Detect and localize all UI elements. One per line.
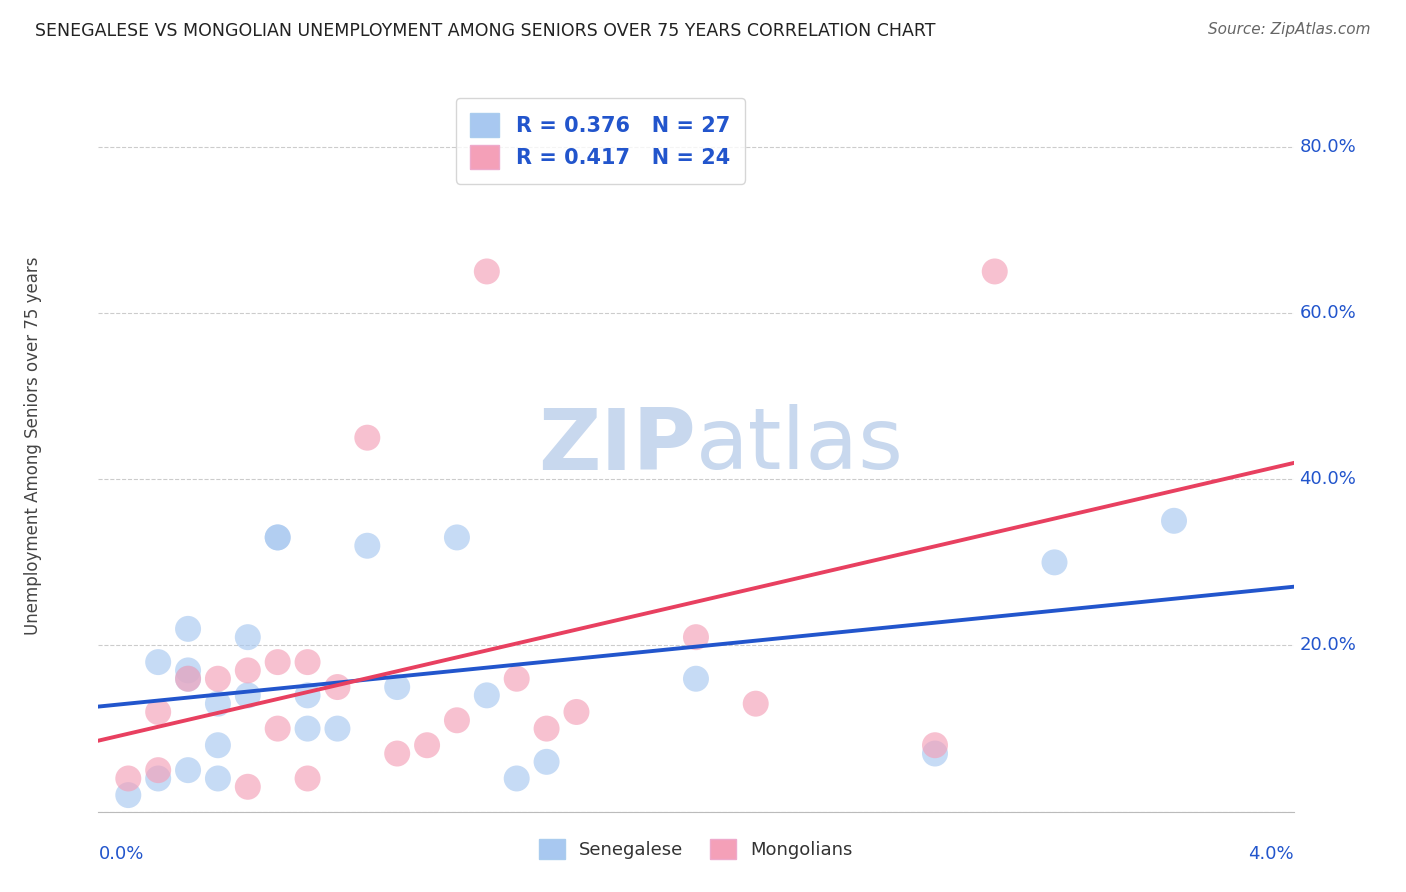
- Text: Unemployment Among Seniors over 75 years: Unemployment Among Seniors over 75 years: [24, 257, 42, 635]
- Point: [236, 630, 259, 644]
- Text: ZIP: ZIP: [538, 404, 696, 488]
- Point: [297, 772, 319, 786]
- Point: [506, 772, 529, 786]
- Point: [267, 530, 290, 544]
- Point: [685, 630, 707, 644]
- Point: [207, 738, 229, 752]
- Point: [536, 722, 558, 736]
- Point: [267, 530, 290, 544]
- Point: [356, 431, 378, 445]
- Point: [267, 655, 290, 669]
- Text: 4.0%: 4.0%: [1249, 845, 1294, 863]
- Point: [177, 664, 200, 678]
- Point: [506, 672, 529, 686]
- Point: [446, 714, 468, 728]
- Text: 40.0%: 40.0%: [1299, 470, 1357, 488]
- Point: [326, 680, 349, 694]
- Point: [326, 722, 349, 736]
- Point: [446, 530, 468, 544]
- Point: [207, 672, 229, 686]
- Point: [297, 689, 319, 703]
- Point: [297, 655, 319, 669]
- Point: [236, 780, 259, 794]
- Point: [685, 672, 707, 686]
- Text: 60.0%: 60.0%: [1299, 304, 1357, 322]
- Point: [236, 689, 259, 703]
- Point: [924, 738, 946, 752]
- Point: [177, 622, 200, 636]
- Point: [148, 655, 170, 669]
- Point: [177, 672, 200, 686]
- Point: [148, 763, 170, 777]
- Point: [177, 763, 200, 777]
- Point: [356, 539, 378, 553]
- Point: [416, 738, 439, 752]
- Point: [385, 680, 409, 694]
- Point: [385, 747, 409, 761]
- Legend: Senegalese, Mongolians: Senegalese, Mongolians: [530, 830, 862, 869]
- Point: [148, 772, 170, 786]
- Point: [148, 705, 170, 719]
- Point: [177, 672, 200, 686]
- Point: [117, 772, 139, 786]
- Point: [267, 722, 290, 736]
- Point: [565, 705, 588, 719]
- Point: [983, 264, 1005, 278]
- Text: 20.0%: 20.0%: [1299, 637, 1357, 655]
- Point: [536, 755, 558, 769]
- Text: atlas: atlas: [696, 404, 904, 488]
- Point: [1163, 514, 1185, 528]
- Point: [1043, 555, 1066, 569]
- Text: 80.0%: 80.0%: [1299, 137, 1357, 156]
- Point: [297, 722, 319, 736]
- Point: [117, 788, 139, 802]
- Text: Source: ZipAtlas.com: Source: ZipAtlas.com: [1208, 22, 1371, 37]
- Point: [236, 664, 259, 678]
- Point: [924, 747, 946, 761]
- Point: [207, 772, 229, 786]
- Text: SENEGALESE VS MONGOLIAN UNEMPLOYMENT AMONG SENIORS OVER 75 YEARS CORRELATION CHA: SENEGALESE VS MONGOLIAN UNEMPLOYMENT AMO…: [35, 22, 935, 40]
- Point: [475, 264, 498, 278]
- Point: [745, 697, 768, 711]
- Point: [207, 697, 229, 711]
- Point: [475, 689, 498, 703]
- Text: 0.0%: 0.0%: [98, 845, 143, 863]
